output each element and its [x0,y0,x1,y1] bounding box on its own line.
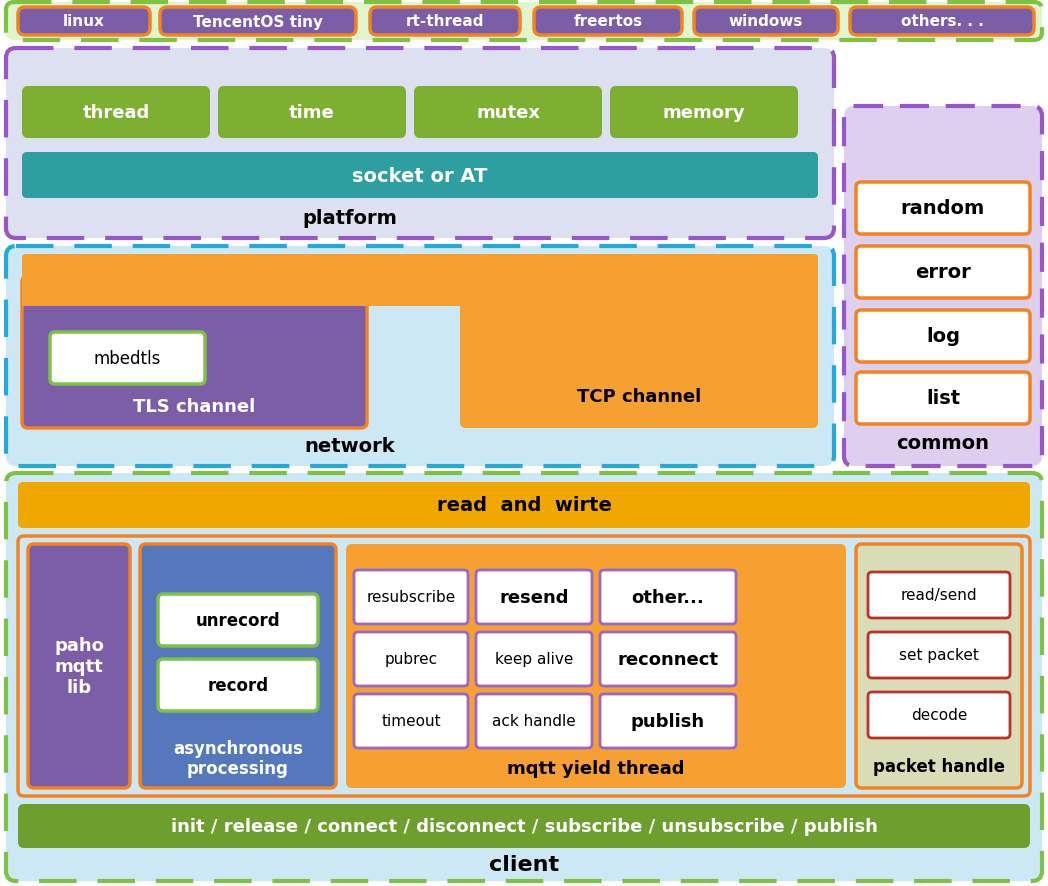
FancyBboxPatch shape [476,571,592,625]
FancyBboxPatch shape [601,695,736,748]
Text: error: error [915,263,970,282]
FancyBboxPatch shape [354,571,468,625]
FancyBboxPatch shape [460,276,818,429]
Text: network: network [305,437,395,456]
Text: log: log [926,327,960,346]
FancyBboxPatch shape [476,633,592,687]
FancyBboxPatch shape [18,536,1030,797]
Text: platform: platform [303,209,397,229]
Text: asynchronous
processing: asynchronous processing [173,739,303,778]
FancyBboxPatch shape [868,633,1010,679]
FancyBboxPatch shape [694,8,838,36]
Text: common: common [896,434,989,453]
Text: memory: memory [662,104,745,122]
FancyBboxPatch shape [354,695,468,748]
Text: read  and  wirte: read and wirte [437,496,611,515]
Text: windows: windows [728,14,803,29]
FancyBboxPatch shape [601,633,736,687]
Text: linux: linux [63,14,105,29]
FancyBboxPatch shape [158,595,318,646]
FancyBboxPatch shape [476,695,592,748]
Text: thread: thread [83,104,150,122]
Text: paho
mqtt
lib: paho mqtt lib [54,636,104,696]
FancyBboxPatch shape [160,8,356,36]
FancyBboxPatch shape [850,8,1034,36]
FancyBboxPatch shape [856,544,1022,789]
Text: ack handle: ack handle [493,714,575,728]
Text: other...: other... [632,588,704,606]
FancyBboxPatch shape [414,87,602,139]
FancyBboxPatch shape [354,633,468,687]
FancyBboxPatch shape [6,246,834,466]
Text: TCP channel: TCP channel [576,387,701,406]
FancyBboxPatch shape [22,152,818,198]
FancyBboxPatch shape [22,275,818,307]
FancyBboxPatch shape [844,107,1042,466]
FancyBboxPatch shape [22,87,210,139]
FancyBboxPatch shape [370,8,520,36]
FancyBboxPatch shape [346,544,846,789]
Text: record: record [208,676,268,695]
Text: pubrec: pubrec [385,652,438,667]
Text: mutex: mutex [476,104,540,122]
FancyBboxPatch shape [158,659,318,711]
FancyBboxPatch shape [868,692,1010,738]
Text: read/send: read/send [900,587,978,602]
Text: init / release / connect / disconnect / subscribe / unsubscribe / publish: init / release / connect / disconnect / … [171,817,877,835]
Text: TLS channel: TLS channel [133,398,255,416]
Text: mqtt yield thread: mqtt yield thread [507,759,684,777]
FancyBboxPatch shape [856,311,1030,362]
Text: unrecord: unrecord [196,611,280,629]
FancyBboxPatch shape [6,3,1042,41]
Text: set packet: set packet [899,648,979,663]
Text: client: client [489,854,559,874]
Text: packet handle: packet handle [873,758,1005,775]
FancyBboxPatch shape [22,276,367,429]
Text: keep alive: keep alive [495,652,573,667]
FancyBboxPatch shape [22,254,818,276]
Text: publish: publish [631,712,705,730]
FancyBboxPatch shape [18,483,1030,528]
Text: TencentOS tiny: TencentOS tiny [193,14,323,29]
FancyBboxPatch shape [6,49,834,238]
FancyBboxPatch shape [856,183,1030,235]
Text: socket or AT: socket or AT [352,167,487,185]
FancyBboxPatch shape [868,572,1010,618]
Text: time: time [289,104,335,122]
Text: freertos: freertos [573,14,642,29]
Text: list: list [926,389,960,408]
Text: resend: resend [499,588,569,606]
FancyBboxPatch shape [28,544,130,789]
Text: reconnect: reconnect [617,650,719,668]
FancyBboxPatch shape [534,8,682,36]
Text: resubscribe: resubscribe [367,590,456,605]
Text: decode: decode [911,708,967,723]
Text: timeout: timeout [381,714,441,728]
FancyBboxPatch shape [610,87,798,139]
FancyBboxPatch shape [856,373,1030,424]
FancyBboxPatch shape [6,473,1042,881]
FancyBboxPatch shape [18,8,150,36]
FancyBboxPatch shape [50,332,205,385]
FancyBboxPatch shape [140,544,336,789]
FancyBboxPatch shape [218,87,406,139]
Text: others. . .: others. . . [900,14,983,29]
FancyBboxPatch shape [601,571,736,625]
Text: random: random [901,199,985,218]
Text: rt-thread: rt-thread [406,14,484,29]
Text: mbedtls: mbedtls [93,350,160,368]
FancyBboxPatch shape [856,246,1030,299]
FancyBboxPatch shape [18,804,1030,848]
